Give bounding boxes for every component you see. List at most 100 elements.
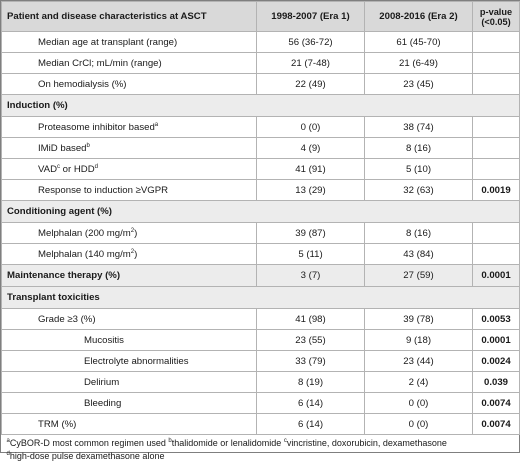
footnote-mark: d xyxy=(95,163,98,169)
era2-value: 5 (10) xyxy=(365,159,473,180)
p-value xyxy=(473,138,520,159)
section-row-conditioning: Conditioning agent (%) xyxy=(2,201,520,223)
table-row: Proteasome inhibitor baseda 0 (0) 38 (74… xyxy=(2,117,520,138)
header-characteristics: Patient and disease characteristics at A… xyxy=(2,2,257,32)
row-label: Electrolyte abnormalities xyxy=(2,351,257,372)
row-label-text: Proteasome inhibitor based xyxy=(38,122,155,133)
header-row: Patient and disease characteristics at A… xyxy=(2,2,520,32)
table-row: VADc or HDDd 41 (91) 5 (10) xyxy=(2,159,520,180)
footnote-mark: b xyxy=(87,142,90,148)
footnotes: aCyBOR-D most common regimen used bthali… xyxy=(2,435,520,473)
table-row: Median age at transplant (range) 56 (36-… xyxy=(2,32,520,53)
row-label: Response to induction ≥VGPR xyxy=(2,180,257,201)
row-label: Maintenance therapy (%) xyxy=(2,265,257,287)
row-label: VADc or HDDd xyxy=(2,159,257,180)
row-label: Melphalan (140 mg/m2) xyxy=(2,244,257,265)
section-row-induction: Induction (%) xyxy=(2,95,520,117)
row-label-text: VAD xyxy=(38,164,57,175)
era1-value: 13 (29) xyxy=(257,180,365,201)
row-label-text: IMiD based xyxy=(38,143,87,154)
table-row: Mucositis 23 (55) 9 (18) 0.0001 xyxy=(2,330,520,351)
table-row: Delirium 8 (19) 2 (4) 0.039 xyxy=(2,372,520,393)
era2-value: 21 (6-49) xyxy=(365,53,473,74)
row-label: IMiD basedb xyxy=(2,138,257,159)
era2-value: 23 (44) xyxy=(365,351,473,372)
row-label: On hemodialysis (%) xyxy=(2,74,257,95)
header-era2: 2008-2016 (Era 2) xyxy=(365,2,473,32)
footnote-row: aCyBOR-D most common regimen used bthali… xyxy=(2,435,520,473)
results-table-figure: Patient and disease characteristics at A… xyxy=(0,0,520,453)
table-row: Melphalan (140 mg/m2) 5 (11) 43 (84) xyxy=(2,244,520,265)
era2-value: 43 (84) xyxy=(365,244,473,265)
p-value: 0.0074 xyxy=(473,414,520,435)
row-label: TRM (%) xyxy=(2,414,257,435)
p-value xyxy=(473,223,520,244)
p-value xyxy=(473,32,520,53)
era2-value: 61 (45-70) xyxy=(365,32,473,53)
header-p-value: p-value(<0.05) xyxy=(473,2,520,32)
row-label: Median CrCl; mL/min (range) xyxy=(2,53,257,74)
table-row: IMiD basedb 4 (9) 8 (16) xyxy=(2,138,520,159)
p-value xyxy=(473,159,520,180)
footnote-text: thalidomide or lenalidomide xyxy=(172,438,284,448)
era2-value: 27 (59) xyxy=(365,265,473,287)
row-label: Bleeding xyxy=(2,393,257,414)
era1-value: 6 (14) xyxy=(257,414,365,435)
table-row: Grade ≥3 (%) 41 (98) 39 (78) 0.0053 xyxy=(2,309,520,330)
table-row: Response to induction ≥VGPR 13 (29) 32 (… xyxy=(2,180,520,201)
p-value: 0.0001 xyxy=(473,330,520,351)
row-label: Delirium xyxy=(2,372,257,393)
era1-value: 5 (11) xyxy=(257,244,365,265)
row-label-end: ) xyxy=(134,249,137,260)
era1-value: 39 (87) xyxy=(257,223,365,244)
era1-value: 4 (9) xyxy=(257,138,365,159)
header-p-value-line2: (<0.05) xyxy=(481,17,510,27)
row-label-text: Melphalan (140 mg/m xyxy=(38,249,131,260)
era2-value: 8 (16) xyxy=(365,138,473,159)
era1-value: 23 (55) xyxy=(257,330,365,351)
table-row: Bleeding 6 (14) 0 (0) 0.0074 xyxy=(2,393,520,414)
row-label-text: Melphalan (200 mg/m xyxy=(38,228,131,239)
era2-value: 39 (78) xyxy=(365,309,473,330)
era2-value: 2 (4) xyxy=(365,372,473,393)
footnote-text: vincristine, doxorubicin, dexamethasone xyxy=(287,438,447,448)
p-value: 0.0019 xyxy=(473,180,520,201)
era1-value: 21 (7-48) xyxy=(257,53,365,74)
section-title: Induction (%) xyxy=(2,95,520,117)
p-value xyxy=(473,74,520,95)
row-label: Proteasome inhibitor baseda xyxy=(2,117,257,138)
footnote-text: CyBOR-D most common regimen used xyxy=(10,438,169,448)
row-label: Grade ≥3 (%) xyxy=(2,309,257,330)
section-title: Transplant toxicities xyxy=(2,287,520,309)
era2-value: 23 (45) xyxy=(365,74,473,95)
era1-value: 33 (79) xyxy=(257,351,365,372)
era2-value: 9 (18) xyxy=(365,330,473,351)
era2-value: 8 (16) xyxy=(365,223,473,244)
table-row: TRM (%) 6 (14) 0 (0) 0.0074 xyxy=(2,414,520,435)
footnote-mark: a xyxy=(155,121,158,127)
row-label: Mucositis xyxy=(2,330,257,351)
table-row: Median CrCl; mL/min (range) 21 (7-48) 21… xyxy=(2,53,520,74)
table-row: Melphalan (200 mg/m2) 39 (87) 8 (16) xyxy=(2,223,520,244)
p-value xyxy=(473,244,520,265)
p-value: 0.0074 xyxy=(473,393,520,414)
era1-value: 6 (14) xyxy=(257,393,365,414)
section-row-toxicities: Transplant toxicities xyxy=(2,287,520,309)
era1-value: 41 (98) xyxy=(257,309,365,330)
p-value xyxy=(473,53,520,74)
header-p-value-line1: p-value xyxy=(480,7,512,17)
row-label-text: or HDD xyxy=(60,164,95,175)
era1-value: 41 (91) xyxy=(257,159,365,180)
era1-value: 22 (49) xyxy=(257,74,365,95)
section-row-maintenance: Maintenance therapy (%) 3 (7) 27 (59) 0.… xyxy=(2,265,520,287)
row-label: Median age at transplant (range) xyxy=(2,32,257,53)
era1-value: 0 (0) xyxy=(257,117,365,138)
era2-value: 0 (0) xyxy=(365,393,473,414)
era1-value: 8 (19) xyxy=(257,372,365,393)
era1-value: 56 (36-72) xyxy=(257,32,365,53)
table-row: Electrolyte abnormalities 33 (79) 23 (44… xyxy=(2,351,520,372)
era2-value: 0 (0) xyxy=(365,414,473,435)
era2-value: 38 (74) xyxy=(365,117,473,138)
p-value: 0.0024 xyxy=(473,351,520,372)
